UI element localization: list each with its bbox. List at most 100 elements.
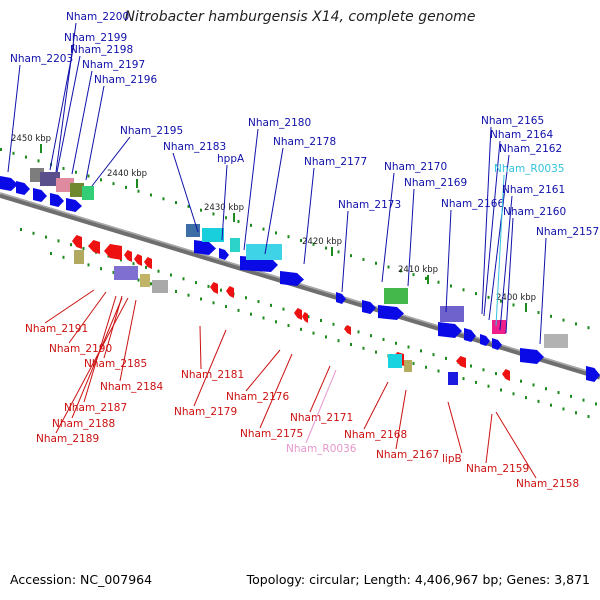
reverse-leader-line	[495, 411, 537, 479]
forward-gene-label: Nham_2197	[82, 59, 145, 71]
forward-cds-arrow	[378, 305, 404, 320]
outer-tick	[325, 246, 327, 250]
reverse-gene-label: Nham_2185	[84, 358, 147, 370]
outer-tick	[225, 216, 227, 220]
reverse-cds-arrow	[456, 356, 466, 368]
reverse-cds-arrow	[88, 240, 100, 254]
inner-tick	[145, 265, 147, 269]
inner-tick	[332, 322, 335, 326]
reverse-cds-arrow	[344, 325, 351, 335]
outer-tick	[37, 159, 40, 163]
inner-tick	[320, 319, 322, 322]
reverse-gene-label: Nham_2179	[174, 406, 237, 418]
forward-cds-arrow	[219, 248, 229, 260]
forward-cds-arrow	[0, 176, 18, 191]
outer-tick	[400, 269, 402, 273]
feature-box	[40, 172, 60, 186]
outer-tick	[112, 182, 115, 186]
inner-tick-2	[500, 388, 502, 392]
inner-tick-2	[250, 312, 252, 316]
forward-cds-arrow	[280, 271, 304, 286]
scale-label: 2440 kbp	[107, 169, 147, 179]
outer-tick	[537, 311, 540, 315]
inner-tick	[495, 372, 497, 376]
inner-tick-2	[50, 252, 52, 255]
reverse-gene-label: Nham_2191	[25, 323, 88, 335]
inner-tick	[407, 345, 410, 349]
forward-leader-line	[71, 70, 93, 175]
feature-box	[440, 306, 464, 322]
inner-tick-2	[525, 396, 527, 400]
forward-gene-label: Nham_2178	[273, 136, 336, 148]
outer-tick	[550, 314, 552, 318]
forward-gene-label: Nham_2203	[10, 53, 73, 65]
reverse-cds-arrow	[72, 235, 82, 249]
inner-tick-2	[437, 369, 440, 373]
forward-gene-label: Nham_R0035	[494, 163, 564, 175]
outer-tick	[337, 250, 340, 254]
forward-leader-line	[85, 85, 105, 181]
inner-tick-2	[537, 399, 540, 403]
feature-box	[202, 228, 224, 242]
inner-tick	[470, 364, 472, 368]
reverse-leader-line	[395, 389, 407, 450]
reverse-cds-arrow	[104, 244, 122, 260]
outer-tick	[362, 257, 365, 261]
forward-leader-line	[407, 188, 415, 287]
inner-tick	[582, 398, 585, 402]
outer-tick	[237, 220, 240, 224]
inner-tick	[207, 284, 210, 288]
inner-tick	[257, 300, 260, 304]
inner-tick-2	[175, 289, 177, 293]
forward-cds-arrow	[336, 292, 346, 304]
reverse-gene-label: Nham_2175	[240, 428, 303, 440]
reverse-leader-line	[245, 349, 281, 392]
forward-leader-line	[495, 174, 505, 327]
feature-box	[82, 186, 94, 200]
outer-tick	[212, 212, 215, 216]
inner-tick-2	[462, 377, 465, 381]
outer-tick	[187, 204, 190, 208]
inner-tick	[420, 349, 422, 353]
genome-summary: Topology: circular; Length: 4,406,967 bp…	[246, 572, 590, 587]
inner-tick-2	[150, 282, 152, 286]
reverse-gene-label: Nham_2171	[290, 412, 353, 424]
outer-tick	[562, 318, 565, 322]
outer-tick	[137, 189, 140, 193]
inner-tick	[595, 402, 597, 406]
forward-leader-line	[481, 126, 492, 315]
inner-tick	[245, 296, 247, 300]
inner-tick	[520, 379, 522, 383]
outer-tick	[375, 261, 377, 265]
scale-label: 2410 kbp	[398, 265, 438, 275]
forward-leader-line	[264, 147, 284, 255]
outer-tick	[587, 326, 590, 330]
forward-leader-line	[55, 22, 77, 173]
forward-gene-label: Nham_2166	[441, 198, 504, 210]
inner-tick-2	[62, 255, 65, 259]
inner-tick	[395, 341, 397, 345]
inner-tick-2	[587, 415, 590, 419]
feature-box	[246, 244, 282, 260]
outer-tick	[425, 276, 427, 280]
forward-gene-label: Nham_2183	[163, 141, 226, 153]
reverse-cds-arrow	[134, 254, 142, 266]
inner-tick-2	[225, 305, 227, 309]
inner-tick	[195, 281, 197, 285]
inner-tick	[557, 391, 560, 395]
outer-tick	[162, 197, 165, 201]
inner-tick	[445, 356, 447, 360]
forward-gene-label: Nham_2177	[304, 156, 367, 168]
reverse-cds-arrow	[294, 308, 302, 320]
forward-cds-arrow	[586, 366, 600, 382]
reverse-leader-line	[44, 289, 95, 324]
forward-cds-arrow	[194, 240, 216, 255]
forward-leader-line	[505, 217, 514, 334]
forward-leader-line	[488, 154, 510, 321]
inner-tick-2	[337, 339, 340, 343]
outer-tick	[475, 292, 477, 296]
reverse-gene-label: Nham_2189	[36, 433, 99, 445]
forward-gene-label: Nham_2200	[66, 11, 129, 23]
outer-tick	[100, 178, 102, 182]
reverse-gene-label: Nham_2176	[226, 391, 289, 403]
